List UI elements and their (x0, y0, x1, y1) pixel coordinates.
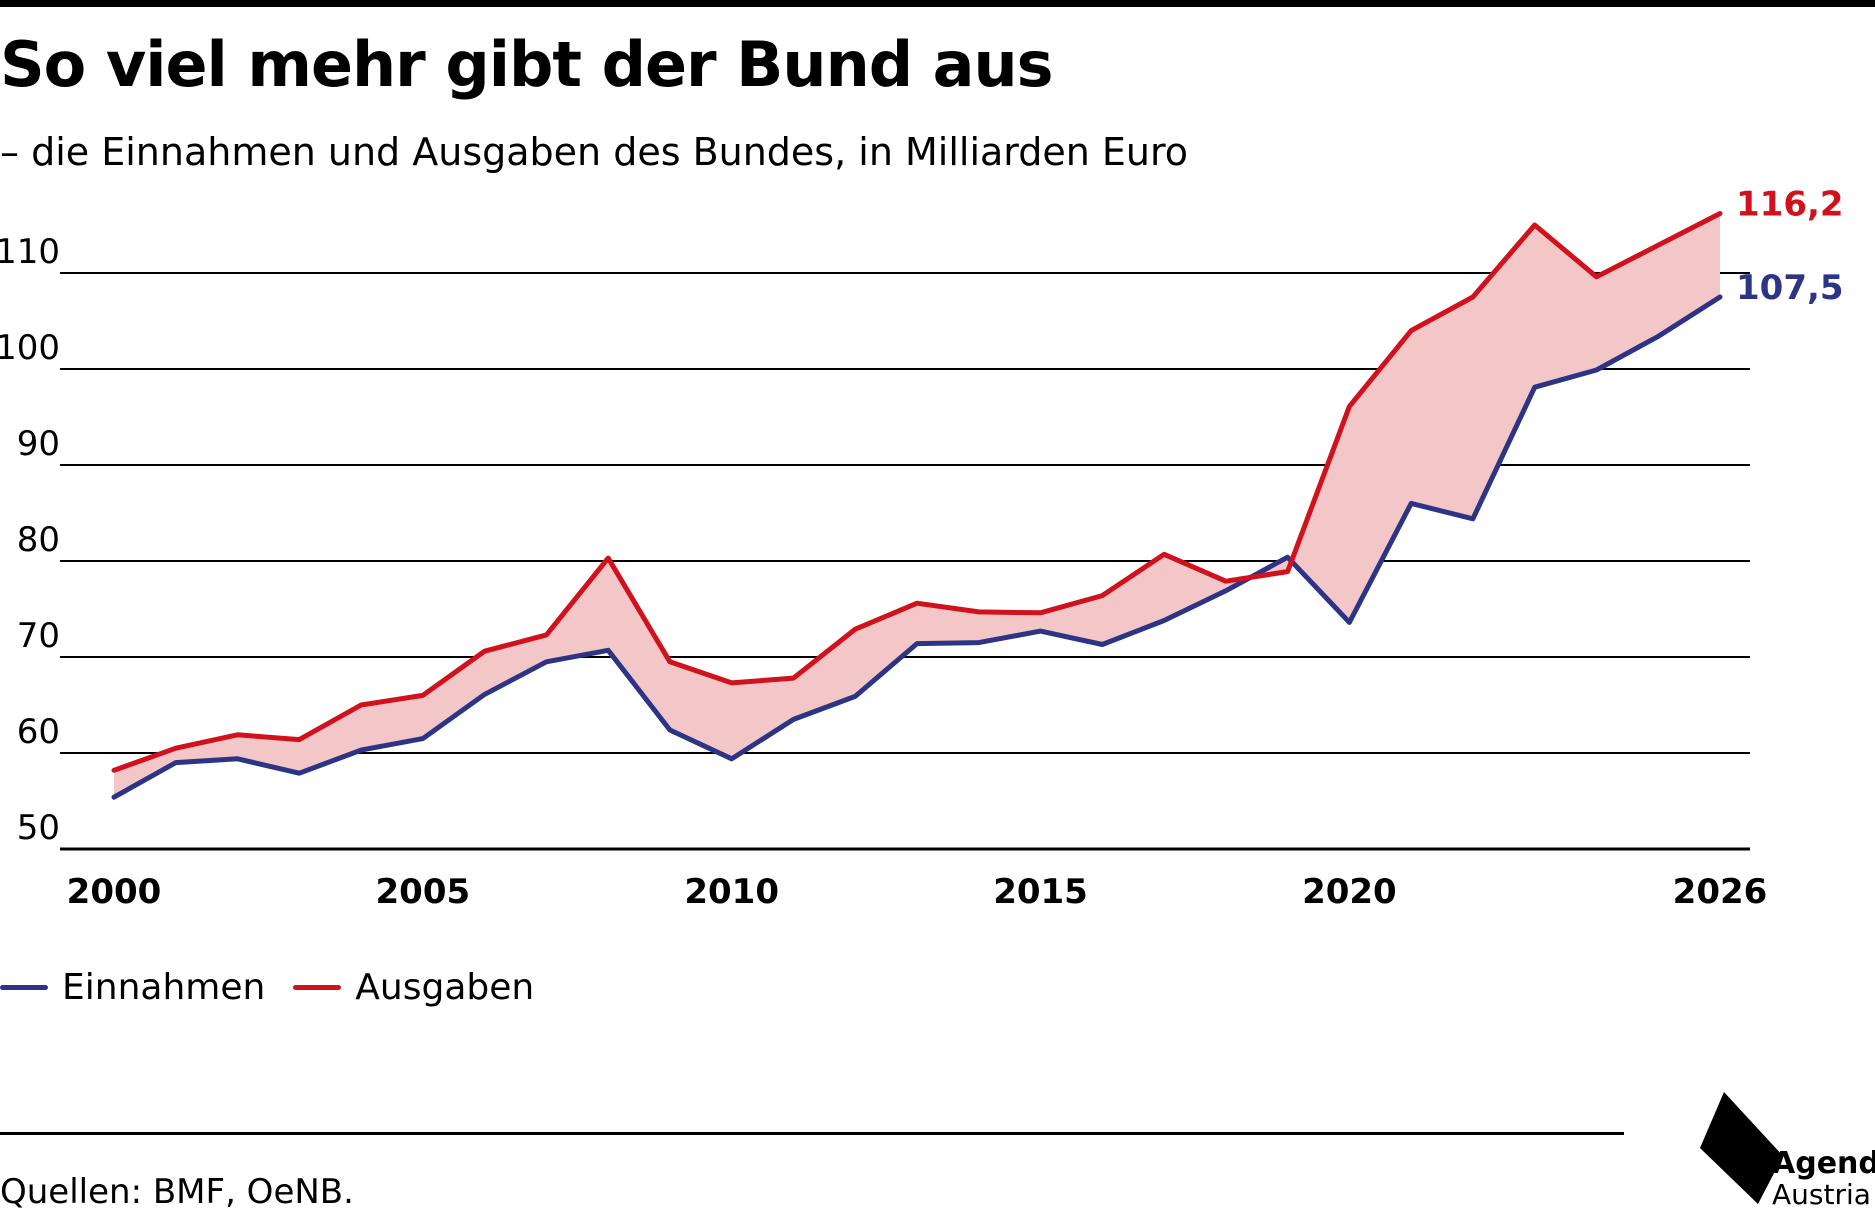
x-tick-2010: 2010 (684, 872, 779, 912)
x-tick-2005: 2005 (376, 872, 471, 912)
end-labels: 116,2 107,5 (1736, 184, 1844, 308)
logo-text-agenda: Agenda (1772, 1146, 1875, 1181)
y-tick-100: 100 (0, 328, 60, 368)
legend-label-einnahmen: Einnahmen (62, 966, 266, 1008)
legend-item-ausgaben: Ausgaben (293, 967, 534, 1008)
series-line-ausgaben (111, 211, 1723, 773)
legend-item-einnahmen: Einnahmen (0, 967, 265, 1008)
series-lines (111, 211, 1723, 800)
x-tick-2020: 2020 (1302, 872, 1397, 912)
legend-swatch-ausgaben (293, 984, 342, 990)
legend-label-ausgaben: Ausgaben (355, 966, 535, 1008)
y-tick-110: 110 (0, 232, 60, 272)
series-line-einnahmen (111, 294, 1723, 800)
agenda-austria-logo: Agenda Austria (1698, 1090, 1875, 1211)
x-tick-2000: 2000 (67, 872, 162, 912)
line-chart: 50 60 70 80 90 100 110 2000 2005 2010 2015 2020 202… (0, 184, 1844, 912)
y-tick-60: 60 (17, 712, 60, 752)
logo-mark-icon (1700, 1092, 1783, 1204)
x-tick-2015: 2015 (993, 872, 1088, 912)
end-label-ausgaben: 116,2 (1736, 184, 1844, 224)
source-note: Quellen: BMF, OeNB. (0, 1172, 354, 1212)
logo-text-austria: Austria (1772, 1178, 1871, 1211)
gap-area (114, 213, 1720, 798)
chart-title: So viel mehr gibt der Bund aus (0, 28, 1054, 101)
legend-swatch-einnahmen (0, 984, 48, 990)
bottom-rule (0, 1132, 1624, 1135)
y-tick-90: 90 (17, 424, 60, 464)
chart-subtitle: – die Einnahmen und Ausgaben des Bundes,… (0, 130, 1189, 174)
y-tick-70: 70 (17, 616, 60, 656)
x-axis-labels: 2000 2005 2010 2015 2020 2026 (67, 872, 1768, 912)
y-tick-50: 50 (17, 808, 60, 848)
x-tick-2026: 2026 (1673, 872, 1768, 912)
legend: Einnahmen Ausgaben (0, 962, 562, 1012)
top-rule (0, 0, 1875, 7)
y-tick-80: 80 (17, 520, 60, 560)
end-label-einnahmen: 107,5 (1736, 268, 1844, 308)
y-axis-labels: 50 60 70 80 90 100 110 (0, 232, 60, 848)
